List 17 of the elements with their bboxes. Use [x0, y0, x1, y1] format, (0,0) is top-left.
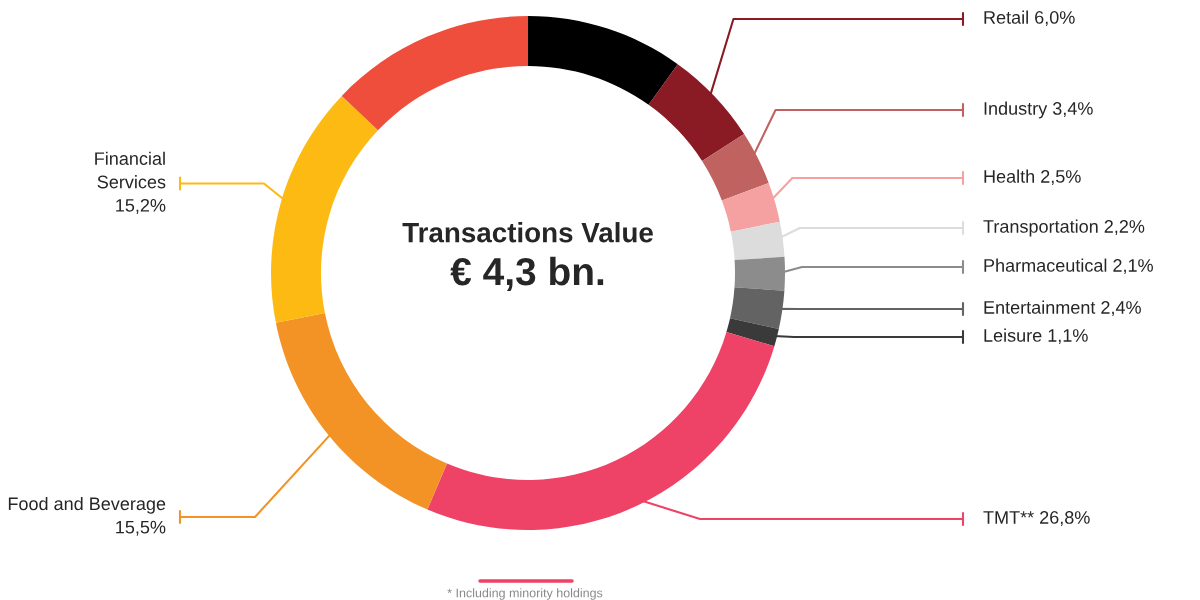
data-label: 15,2% — [116, 198, 166, 214]
text: € 4,3 bn. — [450, 256, 604, 292]
legend-label: Leisure 1,1% — [984, 328, 1088, 344]
text: * Including minority holdings — [447, 588, 603, 600]
legend-label: Retail 6,0% — [984, 10, 1075, 26]
slice-label: Food and Beverage — [8, 496, 166, 514]
text: Transactions Value — [402, 222, 653, 243]
legend-label: TMT** 26,8% — [983, 511, 1090, 526]
legend-label: Entertainment 2,4% — [984, 300, 1141, 316]
data-label: 15,5% — [116, 520, 166, 536]
donut-slice — [341, 16, 528, 131]
legend-label: Pharmaceutical 2,1% — [984, 258, 1153, 274]
legend-label: Industry 3,4% — [984, 101, 1093, 119]
legend-label: Health 2,5% — [984, 169, 1081, 185]
legend-label: Transportation 2,2% — [983, 219, 1145, 237]
slice-label: Financial Services — [95, 151, 166, 189]
donut-slice — [528, 16, 678, 105]
